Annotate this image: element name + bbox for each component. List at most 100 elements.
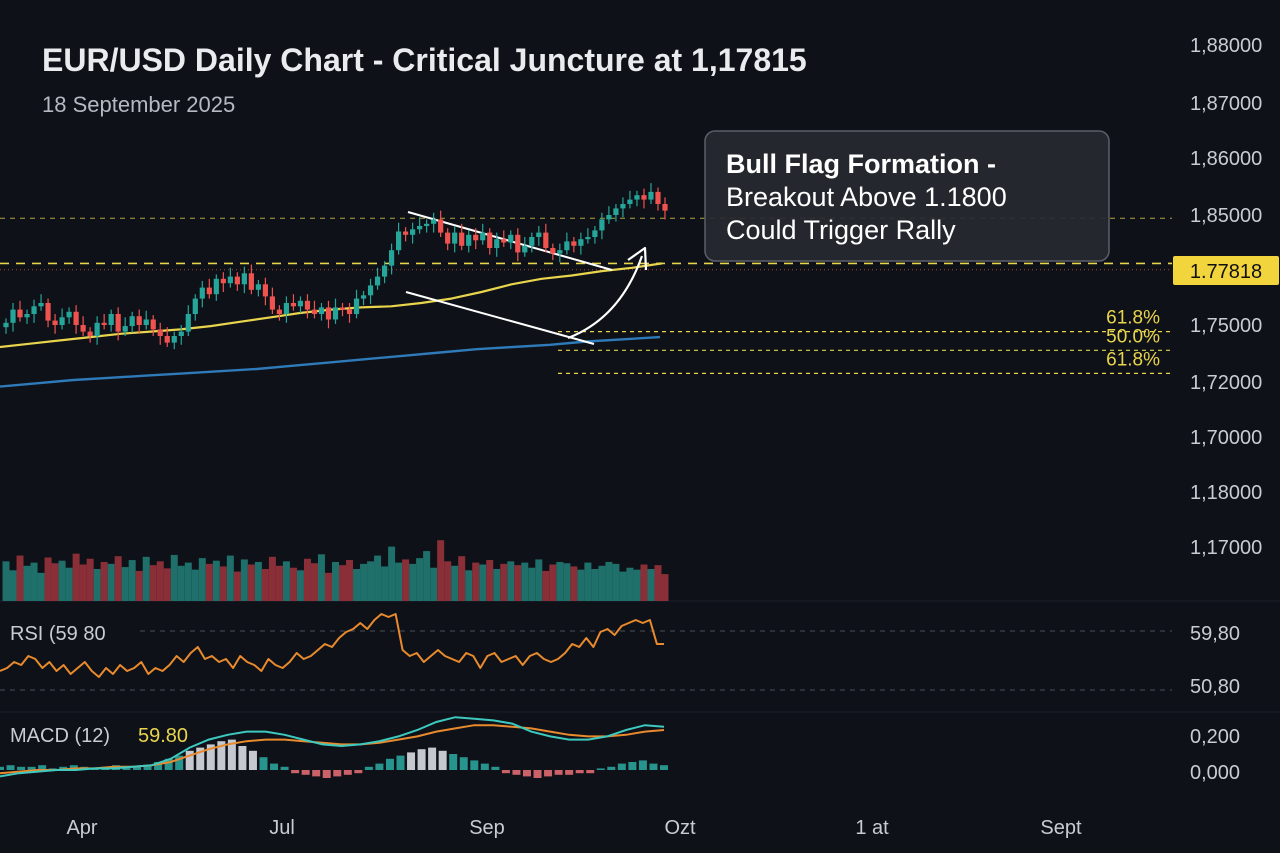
macd-histogram-bar	[343, 770, 352, 775]
macd-signal-line	[0, 724, 665, 775]
candle-body	[606, 215, 612, 220]
volume-bar	[219, 566, 227, 601]
rsi-line	[0, 613, 664, 678]
candle-body	[248, 273, 254, 290]
volume-bar	[23, 565, 31, 601]
candle-body	[325, 307, 332, 320]
breakout-arrowhead	[627, 246, 648, 271]
macd-histogram-bar	[301, 770, 310, 775]
candle-body	[585, 237, 591, 240]
volume-bar	[486, 560, 494, 601]
volume-bar	[128, 560, 136, 601]
candle-body	[234, 276, 240, 285]
volume-bar	[226, 555, 234, 601]
volume-bar	[254, 561, 262, 601]
volume-bar	[332, 561, 339, 601]
candle-body	[10, 309, 16, 323]
volume-bar	[528, 567, 536, 601]
macd-histogram-bar	[575, 770, 584, 774]
volume-bar	[388, 546, 396, 601]
annotation-line3: Could Trigger Rally	[726, 215, 956, 245]
y-tick-label: 1,75000	[1190, 315, 1262, 337]
volume-bar	[430, 567, 438, 601]
candle-body	[438, 219, 444, 233]
candle-body	[367, 285, 374, 296]
volume-bar	[303, 558, 311, 601]
candle-body	[171, 336, 177, 343]
rsi-panel: RSI (59 80 59,80 50,80	[0, 613, 1240, 698]
macd-histogram-bar	[322, 770, 331, 778]
macd-histogram-bar	[259, 757, 268, 770]
candle-body	[269, 296, 276, 310]
candle-body	[641, 195, 647, 200]
macd-histogram-bar	[491, 766, 500, 770]
candle-body	[431, 219, 437, 224]
candle-body	[276, 309, 283, 314]
volume-bar	[156, 561, 164, 601]
volume-bar	[149, 565, 157, 601]
candle-body	[150, 319, 156, 330]
macd-histogram-bar	[428, 747, 437, 770]
macd-histogram-bar	[38, 765, 47, 770]
candle-body	[410, 229, 416, 235]
macd-histogram-bar	[333, 770, 342, 777]
candle-body	[101, 322, 107, 325]
macd-histogram-bar	[660, 765, 668, 770]
macd-histogram-bar	[364, 766, 373, 770]
candle-body	[136, 316, 142, 325]
volume-bar	[584, 562, 592, 601]
volume-bar	[9, 570, 17, 601]
volume-bar	[282, 561, 290, 601]
macd-histogram-bar	[312, 770, 321, 777]
chart-title: EUR/USD Daily Chart - Critical Juncture …	[42, 42, 807, 78]
chart-subtitle: 18 September 2025	[42, 92, 235, 117]
candle-body	[3, 322, 9, 328]
candle-body	[417, 226, 423, 230]
candle-body	[592, 230, 598, 237]
candle-body	[459, 232, 465, 246]
macd-histogram-bar	[628, 762, 637, 770]
candle-body	[339, 307, 346, 310]
macd-label: MACD (12)	[10, 725, 110, 747]
macd-histogram-bar	[596, 768, 605, 770]
candle-body	[45, 303, 51, 321]
candle-body	[662, 204, 668, 211]
volume-bar	[79, 564, 87, 601]
macd-histogram-bar	[512, 770, 521, 775]
volume-bar	[591, 569, 599, 601]
price-badge: 1.77818	[1173, 256, 1279, 285]
macd-panel: MACD (12) 59.80 0,200 0,000	[0, 716, 1240, 784]
macd-histogram-bar	[480, 763, 489, 770]
volume-bar	[605, 561, 613, 601]
candle-body	[108, 314, 114, 325]
macd-histogram-bar	[206, 744, 215, 770]
candle-body	[578, 239, 584, 246]
macd-tick-upper: 0,200	[1190, 726, 1240, 748]
macd-histogram-bar	[407, 752, 416, 770]
macd-value: 59.80	[138, 725, 188, 747]
candle-body	[304, 300, 311, 310]
macd-histogram-bar	[617, 763, 626, 770]
y-tick-label: 1,72000	[1190, 372, 1262, 394]
volume-bar	[86, 558, 94, 601]
macd-tick-lower: 0,000	[1190, 762, 1240, 784]
x-tick-label: 1 at	[855, 817, 889, 839]
candle-body	[445, 232, 451, 244]
fib-level-label: 61.8%	[1106, 308, 1160, 329]
axes: 1,88000 1,87000 1,86000 1,85000 1,75000 1,720…	[66, 35, 1262, 839]
rsi-label: RSI (59 80	[10, 623, 106, 645]
candle-body	[403, 231, 409, 235]
candle-body	[613, 208, 619, 215]
volume-bar	[633, 569, 641, 601]
macd-histogram-bar	[417, 749, 426, 770]
candle-body	[564, 241, 570, 251]
candle-body	[571, 241, 577, 246]
annotation-line1: Bull Flag Formation -	[726, 149, 996, 179]
macd-histogram-bar	[607, 766, 616, 770]
candle-body	[360, 295, 367, 299]
volume-bar	[465, 570, 473, 601]
x-tick-label: Apr	[66, 817, 97, 839]
x-tick-label: Ozt	[664, 817, 696, 839]
macd-histogram-bar	[533, 770, 542, 778]
volume-bar	[612, 563, 620, 601]
